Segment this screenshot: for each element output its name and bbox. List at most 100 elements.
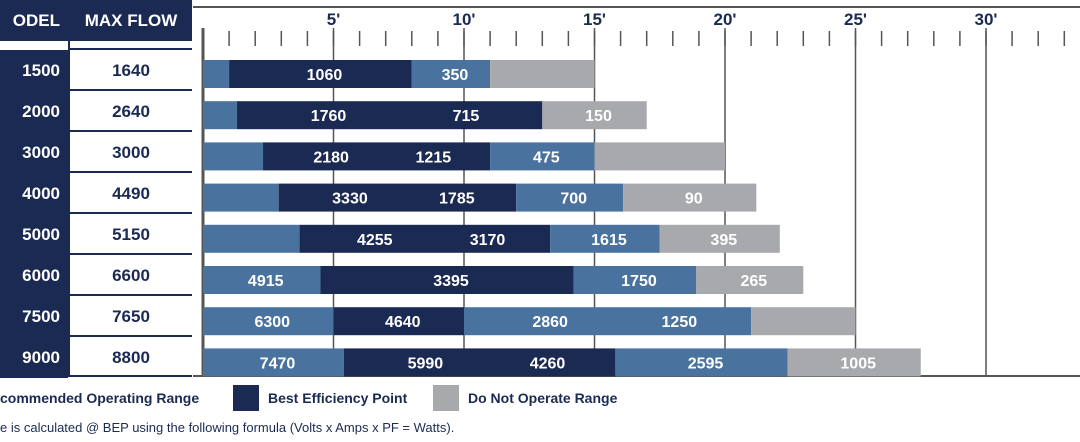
max-flow-cell: 7650 [70,296,192,337]
model-cell: 3000 [0,132,68,173]
bar-segment-recommended [203,142,264,171]
bar-data-label: 2595 [688,355,724,372]
bar-data-label: 2180 [313,149,349,166]
bar-data-label: 700 [560,191,587,208]
bar-segment-recommended [203,101,237,130]
legend-swatch-do-not-operate [433,385,459,411]
model-cell: 1500 [0,50,68,91]
max-flow-cell: 3000 [70,132,192,173]
bar-segment-bep [333,307,464,336]
x-tick-label: 25' [844,10,867,29]
legend-item-recommended: commended Operating Range [0,385,199,411]
bar-segment-do-not-operate [542,101,647,130]
bar-segment-recommended [203,348,344,377]
bar-segment-recommended [490,142,595,171]
max-flow-cell: 6600 [70,255,192,296]
x-tick-label: 15' [583,10,606,29]
column-divider [68,0,70,377]
bar-data-label: 265 [740,273,767,290]
legend-label-recommended: commended Operating Range [0,390,200,406]
bar-data-label: 1615 [591,232,627,249]
bar-segment-recommended [411,60,491,88]
bar-segment-do-not-operate [623,183,757,212]
bar-data-label: 1005 [840,355,876,372]
bar-segment-bep [320,266,574,294]
bar-data-label: 150 [585,108,612,125]
header-model: ODEL [0,0,68,41]
x-tick-label: 20' [714,10,737,29]
row-divider [70,48,192,50]
bar-data-label: 1215 [416,149,452,166]
table-row: 1500 1640 [0,50,192,91]
chart-legend: commended Operating Range Best Efficienc… [0,385,1080,411]
bar-segment-do-not-operate [696,266,804,294]
model-cell: 9000 [0,337,68,378]
model-cell: 2000 [0,91,68,132]
model-cell: 6000 [0,255,68,296]
row-divider [70,294,192,296]
x-tick-label: 30' [975,10,998,29]
bar-data-label: 1750 [621,273,657,290]
legend-label-bep: Best Efficiency Point [268,390,408,406]
row-divider [70,253,192,255]
bar-segment-recommended [516,183,624,212]
row-divider [70,171,192,173]
table-row: 4000 4490 [0,173,192,214]
operating-range-chart: 5' 10' 15' 20' 25' 30' 1060 350 1760 715 150 2180 12… [193,6,1080,377]
bar-segment-bep [236,101,543,130]
max-flow-cell: 8800 [70,337,192,378]
row-divider [70,375,192,377]
bar-data-label: 350 [442,67,469,84]
bar-segment-recommended [464,307,752,336]
bar-segment-bep [299,224,551,253]
bar-data-label: 90 [685,191,703,208]
model-table: ODEL MAX FLOW 1500 1640 2000 2640 3000 3… [0,0,192,378]
legend-item-do-not-operate: Do Not Operate Range [433,385,617,411]
table-row: 7500 7650 [0,296,192,337]
bar-data-label: 4640 [385,314,421,331]
bar-data-label: 5990 [408,355,444,372]
bar-segment-bep [263,142,491,171]
bar-segment-recommended [550,224,660,253]
bar-data-label: 1060 [307,67,343,84]
bar-data-label: 395 [710,232,737,249]
max-flow-cell: 4490 [70,173,192,214]
bar-data-label: 1760 [311,108,347,125]
model-cell: 7500 [0,296,68,337]
bar-segment-recommended [203,60,230,88]
table-row: 5000 5150 [0,214,192,255]
bar-data-label: 4260 [530,355,566,372]
model-cell: 5000 [0,214,68,255]
bar-segment-do-not-operate [594,142,725,171]
bar-segment-recommended [615,348,788,377]
bar-segment-recommended [203,266,321,294]
table-row: 3000 3000 [0,132,192,173]
row-divider [70,89,192,91]
bar-segment-recommended [203,224,300,253]
legend-swatch-bep [233,385,259,411]
table-row: 9000 8800 [0,337,192,378]
bar-segment-do-not-operate [787,348,921,377]
model-cell: 4000 [0,173,68,214]
bar-data-label: 475 [533,149,560,166]
table-row: 2000 2640 [0,91,192,132]
max-flow-cell: 1640 [70,50,192,91]
bar-segment-recommended [573,266,697,294]
footnote: e is calculated @ BEP using the followin… [0,420,455,435]
bar-data-label: 1250 [662,314,698,331]
bar-segment-bep [229,60,412,88]
bar-segment-bep [278,183,517,212]
table-header-row: ODEL MAX FLOW [0,0,192,41]
row-divider [70,335,192,337]
bar-segment-do-not-operate [490,60,595,88]
bar-segment-bep [343,348,616,377]
bar-data-label: 3395 [433,273,469,290]
bar-data-label: 3330 [332,191,368,208]
bar-data-label: 3170 [470,232,506,249]
table-row: 6000 6600 [0,255,192,296]
bar-data-label: 6300 [254,314,290,331]
row-divider [70,212,192,214]
max-flow-cell: 2640 [70,91,192,132]
bar-segment-recommended [203,183,279,212]
bar-data-label: 4915 [248,273,284,290]
